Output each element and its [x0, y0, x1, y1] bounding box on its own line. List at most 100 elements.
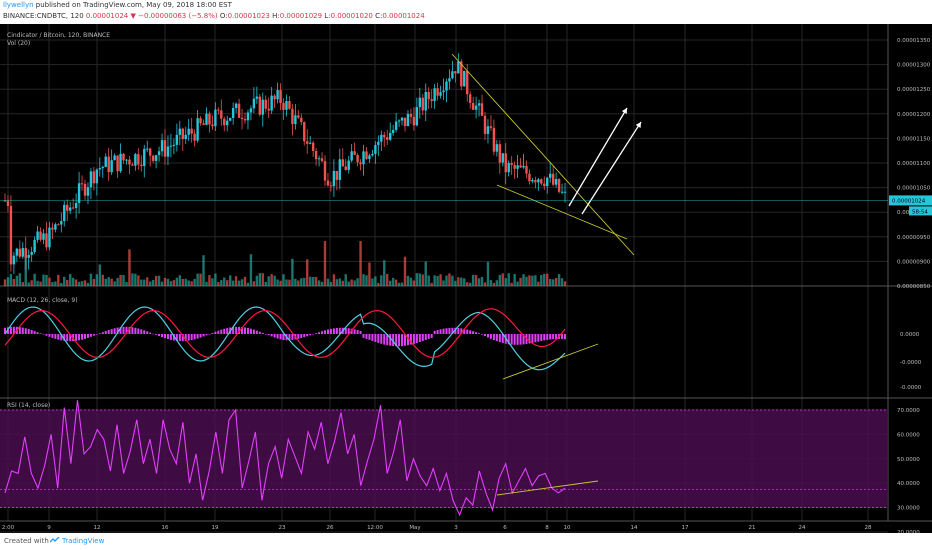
- rsi-panel: [0, 400, 888, 517]
- macd-histogram-bar-131: [392, 334, 395, 347]
- candle-body-60: [181, 128, 184, 140]
- volume-bar-178: [531, 275, 534, 286]
- candle-body-43: [131, 164, 134, 166]
- macd-histogram-bar-8: [27, 329, 30, 334]
- macd-histogram-bar-185: [552, 334, 555, 340]
- volume-bar-154: [460, 277, 463, 286]
- volume-bar-138: [412, 280, 416, 286]
- rsi-tick-label-0: 70.0000: [897, 408, 920, 414]
- candle-body-82: [246, 112, 250, 121]
- volume-bar-39: [119, 274, 122, 286]
- volume-bar-105: [314, 276, 318, 286]
- time-tick-label-7: 12:00: [367, 525, 383, 531]
- macd-histogram-bar-25: [78, 334, 81, 341]
- volume-bar-52: [157, 275, 161, 286]
- candle-body-96: [288, 101, 291, 109]
- volume-bar-66: [199, 273, 202, 286]
- candle-body-37: [113, 155, 116, 161]
- candle-body-54: [163, 140, 167, 157]
- volume-bar-12: [39, 281, 42, 286]
- volume-bar-49: [148, 281, 152, 286]
- candle-body-85: [255, 96, 259, 99]
- candle-body-32: [98, 168, 102, 170]
- up-arrow-1: [568, 107, 628, 207]
- volume-bar-82: [246, 282, 250, 286]
- candle-body-124: [371, 153, 374, 156]
- candle-body-118: [353, 151, 356, 155]
- volume-bar-30: [92, 278, 96, 286]
- macd-histogram-bar-145: [433, 330, 436, 334]
- chart-area[interactable]: 0.00001350 0.00001300 0.00001250 0.00001200…: [0, 24, 932, 536]
- price-tick-label-3: 0.00001200: [897, 112, 931, 118]
- volume-bar-40: [122, 275, 125, 286]
- macd-histogram-bar-106: [318, 332, 321, 334]
- candle-body-135: [403, 117, 407, 126]
- macd-histogram-bar-24: [75, 334, 78, 341]
- candle-body-132: [394, 121, 398, 131]
- macd-histogram-bar-72: [217, 330, 220, 334]
- macd-histogram-bar-5: [18, 327, 21, 334]
- macd-histogram-bar-30: [92, 334, 95, 336]
- candle-body-75: [226, 120, 229, 126]
- price-tick-label-10: 0.00000850: [897, 284, 931, 290]
- volume-bar-29: [89, 273, 93, 286]
- macd-histogram-bar-99: [297, 334, 300, 339]
- candle-body-101: [303, 122, 306, 142]
- volume-bar-88: [264, 281, 267, 286]
- time-tick-label-3: 16: [162, 525, 169, 531]
- volume-bar-72: [217, 282, 220, 286]
- macd-histogram-bar-0: [4, 327, 6, 334]
- macd-histogram-bar-127: [380, 334, 383, 344]
- candle-body-19: [60, 221, 63, 225]
- macd-histogram-bar-186: [555, 334, 558, 339]
- macd-histogram-bar-2: [9, 326, 12, 334]
- macd-histogram-bar-85: [255, 330, 258, 334]
- candle-body-61: [184, 134, 187, 140]
- macd-histogram-bar-81: [244, 327, 246, 334]
- candle-body-41: [125, 159, 128, 161]
- macd-histogram-bar-56: [169, 334, 172, 340]
- macd-histogram-bar-47: [143, 330, 146, 334]
- macd-histogram-bar-42: [128, 326, 131, 334]
- volume-bar-130: [388, 280, 392, 286]
- candle-body-14: [45, 233, 48, 248]
- macd-histogram-bar-51: [155, 334, 158, 335]
- volume-bar-102: [306, 259, 309, 286]
- volume-bar-25: [77, 281, 81, 286]
- volume-bar-19: [60, 282, 63, 286]
- volume-bar-95: [285, 279, 288, 286]
- publish-line: llywellyn published on TradingView.com, …: [3, 1, 232, 9]
- macd-histogram-bar-41: [125, 326, 128, 334]
- candle-body-39: [119, 153, 122, 172]
- macd-histogram-bar-174: [519, 334, 522, 345]
- candle-body-11: [36, 231, 39, 240]
- macd-histogram-bar-70: [211, 332, 214, 334]
- macd-histogram-bar-152: [454, 327, 457, 334]
- price-tick-label-1: 0.00001300: [897, 63, 931, 69]
- candle-body-166: [495, 144, 499, 152]
- tradingview-link[interactable]: TradingView: [62, 537, 105, 545]
- rsi-tick-label-3: 40.0000: [897, 481, 920, 487]
- macd-histogram-bar-144: [430, 334, 433, 338]
- macd-histogram-bar-33: [101, 332, 104, 334]
- macd-histogram-bar-188: [561, 334, 564, 340]
- chart-svg[interactable]: 0.00001350 0.00001300 0.00001250 0.00001200…: [0, 24, 932, 536]
- macd-histogram-bar-53: [161, 334, 164, 338]
- macd-histogram-bar-123: [368, 334, 371, 340]
- candle-body-153: [457, 61, 460, 74]
- volume-bar-104: [311, 276, 315, 286]
- candle-body-15: [48, 227, 51, 248]
- volume-bar-170: [507, 273, 510, 286]
- candle-body-151: [451, 71, 454, 79]
- volume-bar-14: [45, 274, 48, 286]
- candle-body-7: [24, 248, 27, 258]
- author-link[interactable]: llywellyn: [3, 1, 34, 9]
- volume-bar-5: [18, 273, 22, 286]
- candle-body-144: [430, 99, 433, 102]
- volume-bar-147: [439, 274, 442, 286]
- candle-body-172: [513, 164, 516, 169]
- macd-histogram-bar-136: [406, 334, 409, 346]
- candle-body-173: [516, 165, 519, 169]
- rsi-tick-label-2: 50.0000: [897, 457, 920, 463]
- volume-bar-123: [368, 262, 371, 286]
